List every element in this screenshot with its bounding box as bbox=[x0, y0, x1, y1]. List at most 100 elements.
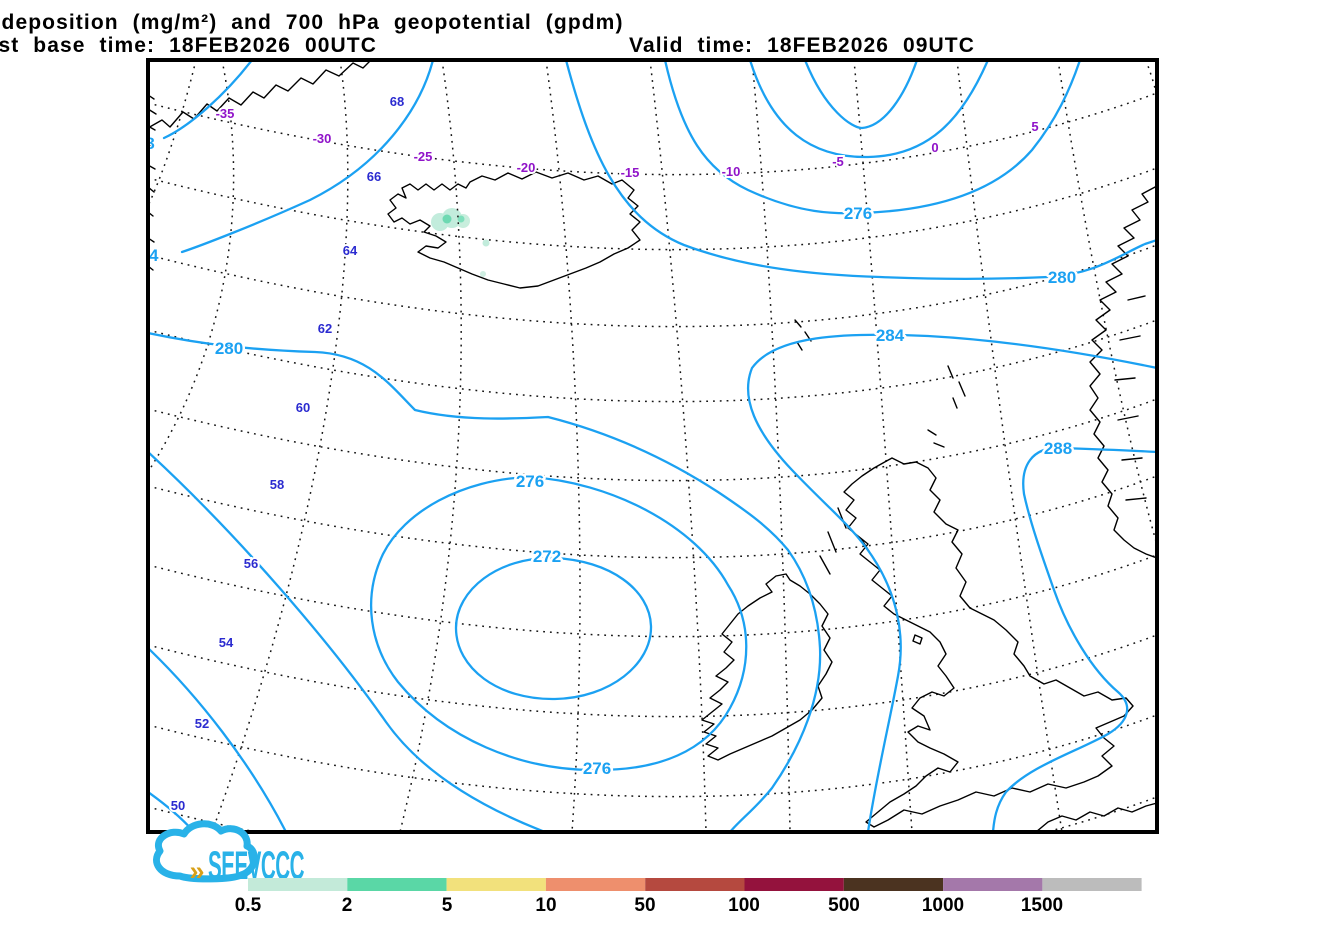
coastline bbox=[387, 171, 641, 289]
latitude-label: 60 bbox=[296, 400, 310, 415]
graticule-line bbox=[211, 62, 349, 830]
graticule-line bbox=[150, 167, 1155, 251]
graticule-line bbox=[150, 62, 235, 471]
geopotential-contour bbox=[992, 446, 1155, 830]
colorbar-tick-label: 1000 bbox=[922, 895, 964, 916]
longitude-label: 5 bbox=[1031, 119, 1038, 134]
geopotential-contour bbox=[162, 62, 252, 140]
chart-title-block: DREAM8–Iceland: Dry dust deposition (mg/… bbox=[0, 11, 975, 57]
colorbar-segment bbox=[744, 878, 844, 891]
coastline-layer bbox=[150, 62, 1155, 830]
longitude-label: -20 bbox=[517, 160, 536, 175]
graticule-line bbox=[1057, 62, 1155, 541]
dust-deposition-spot bbox=[442, 214, 452, 224]
colorbar-segment bbox=[248, 878, 348, 891]
longitude-label: -5 bbox=[832, 154, 844, 169]
coastline bbox=[1114, 295, 1147, 501]
colorbar-tick-label: 2 bbox=[342, 895, 353, 916]
longitude-label: -10 bbox=[722, 164, 741, 179]
latitude-label: 62 bbox=[318, 321, 332, 336]
coastline bbox=[150, 62, 370, 128]
latitude-label: 56 bbox=[244, 556, 258, 571]
longitude-label: -15 bbox=[621, 165, 640, 180]
colorbar-tick-label: 50 bbox=[634, 895, 655, 916]
coastline bbox=[819, 507, 873, 575]
latitude-label: 58 bbox=[270, 477, 284, 492]
geopotential-contour bbox=[664, 62, 1081, 215]
colorbar-segment bbox=[843, 878, 944, 891]
contour-label-layer: 8 84 280 276 280 284 288 276 272 276 bbox=[140, 132, 1079, 781]
longitude-label-layer: -35 -30 -25 -20 -15 -10 -5 0 5 bbox=[214, 104, 1041, 182]
map-canvas: 8 84 280 276 280 284 288 276 272 276 -35 -30 -25 -20… bbox=[140, 62, 1155, 830]
graticule-line bbox=[150, 398, 1155, 482]
geopotential-contour-label: 284 bbox=[876, 326, 905, 345]
chart-title: DREAM8–Iceland: Dry dust deposition (mg/… bbox=[0, 11, 624, 34]
geopotential-contour bbox=[804, 62, 918, 130]
graticule-line bbox=[150, 475, 1155, 559]
longitude-label: -30 bbox=[313, 131, 332, 146]
geopotential-contour bbox=[150, 648, 287, 830]
geopotential-contour-label: 288 bbox=[1044, 439, 1072, 458]
graticule-layer bbox=[150, 62, 1155, 830]
geopotential-contour bbox=[370, 475, 748, 772]
colorbar-segments bbox=[248, 878, 1142, 891]
geopotential-contour-label: 84 bbox=[140, 246, 159, 265]
geopotential-contour bbox=[150, 332, 822, 830]
latitude-label: 68 bbox=[390, 94, 404, 109]
graticule-line bbox=[150, 634, 1155, 718]
dust-scale-colorbar: 0.5 2 5 10 50 100 500 1000 1500 bbox=[235, 878, 1142, 916]
latitude-label: 64 bbox=[343, 243, 358, 258]
geopotential-contour-label: 280 bbox=[1048, 268, 1076, 287]
graticule-line bbox=[545, 62, 581, 830]
latitude-label: 66 bbox=[367, 169, 381, 184]
geopotential-contour bbox=[565, 62, 1155, 281]
colorbar-segment bbox=[1042, 878, 1142, 891]
colorbar-tick-label: 10 bbox=[535, 895, 556, 916]
valid-time: Valid time: 18FEB2026 09UTC bbox=[629, 34, 975, 57]
geopotential-contour-label: 280 bbox=[215, 339, 243, 358]
coastline bbox=[927, 429, 945, 448]
coastline bbox=[701, 573, 833, 761]
graticule-line bbox=[150, 714, 1155, 798]
colorbar-segment bbox=[545, 878, 646, 891]
longitude-label: 0 bbox=[931, 140, 938, 155]
geopotential-contour-label: 276 bbox=[516, 472, 544, 491]
latitude-label: 52 bbox=[195, 716, 209, 731]
colorbar-tick-label: 5 bbox=[442, 895, 453, 916]
colorbar-ticks: 0.5 2 5 10 50 100 500 1000 1500 bbox=[235, 895, 1063, 916]
coastline bbox=[150, 95, 157, 271]
dust-deposition-layer bbox=[431, 208, 490, 277]
geopotential-contour-label: 272 bbox=[533, 547, 561, 566]
longitude-label: -35 bbox=[216, 106, 235, 121]
geopotential-contour-label: 276 bbox=[583, 759, 611, 778]
dust-deposition-spot bbox=[457, 215, 465, 223]
latitude-label-layer: 68 66 64 62 60 58 56 54 52 50 bbox=[169, 92, 406, 815]
geopotential-contour bbox=[746, 333, 1155, 830]
graticule-line bbox=[150, 554, 1155, 638]
logo-arrow-icon: » bbox=[189, 856, 204, 886]
colorbar-tick-label: 0.5 bbox=[235, 895, 262, 916]
geopotential-contour bbox=[180, 62, 434, 254]
geopotential-contour bbox=[749, 62, 989, 159]
forecast-base-time: Forecast base time: 18FEB2026 00UTC bbox=[0, 34, 377, 57]
colorbar-segment bbox=[645, 878, 745, 891]
latitude-label: 54 bbox=[219, 635, 234, 650]
dust-deposition-spot bbox=[480, 271, 486, 277]
map-border bbox=[146, 58, 1159, 834]
colorbar-segment bbox=[446, 878, 546, 891]
coastline bbox=[1037, 802, 1155, 830]
colorbar-tick-label: 100 bbox=[728, 895, 760, 916]
graticule-line bbox=[150, 62, 197, 204]
geopotential-contour-layer bbox=[150, 62, 1155, 830]
cloud-icon bbox=[153, 820, 258, 883]
geopotential-contour-label: 276 bbox=[844, 204, 872, 223]
coastline bbox=[947, 365, 966, 409]
latitude-label: 50 bbox=[171, 798, 185, 813]
graticule-line bbox=[150, 244, 1155, 328]
coastline bbox=[912, 634, 923, 645]
colorbar-tick-label: 500 bbox=[828, 895, 860, 916]
graticule-line bbox=[399, 62, 462, 830]
geopotential-contour-label: 8 bbox=[145, 134, 154, 153]
